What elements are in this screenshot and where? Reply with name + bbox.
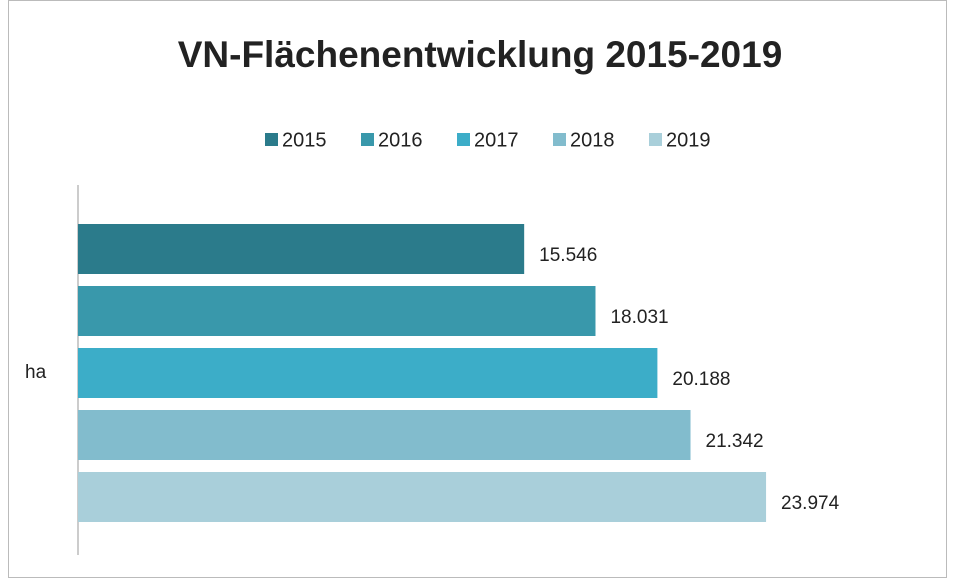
data-label: 15.546	[539, 245, 597, 266]
legend-label: 2017	[474, 129, 519, 151]
legend-label: 2019	[666, 129, 711, 151]
legend-swatch	[361, 133, 374, 146]
data-label: 18.031	[610, 307, 668, 328]
legend-label: 2016	[378, 129, 423, 151]
bar	[78, 224, 525, 274]
bar	[78, 410, 691, 460]
y-tick-label: ha	[25, 362, 47, 383]
legend-swatch	[457, 133, 470, 146]
bar	[78, 286, 596, 336]
data-label: 23.974	[781, 493, 840, 514]
data-label: 21.342	[706, 431, 764, 452]
legend-swatch	[553, 133, 566, 146]
bar	[78, 348, 658, 398]
legend-label: 2015	[282, 129, 327, 151]
legend-swatch	[649, 133, 662, 146]
bar	[78, 472, 767, 522]
legend-label: 2018	[570, 129, 615, 151]
data-label: 20.188	[672, 369, 730, 390]
chart-title: VN-Flächenentwicklung 2015-2019	[178, 34, 783, 75]
legend-swatch	[265, 133, 278, 146]
